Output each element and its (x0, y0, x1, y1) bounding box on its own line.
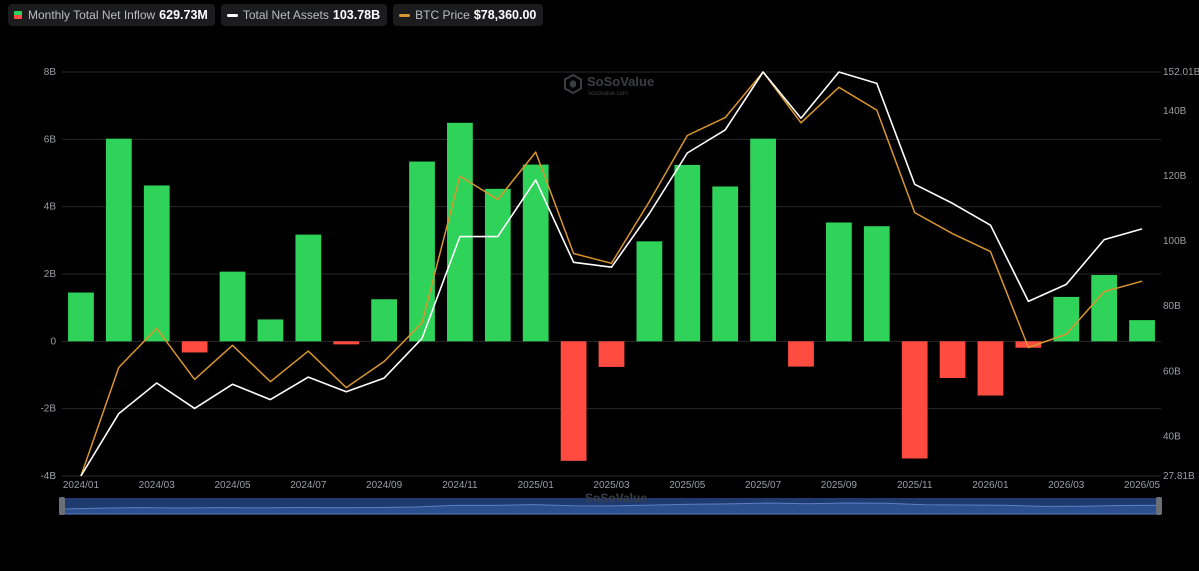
legend-item-btc-price[interactable]: BTC Price $78,360.00 (393, 4, 544, 26)
y-right-tick-label: 60B (1163, 366, 1181, 377)
x-tick-label: 2025/01 (518, 480, 555, 491)
y-right-tick-label: 152.01B (1163, 67, 1199, 78)
legend-label-net-assets: Total Net Assets (242, 8, 329, 22)
legend-label-net-inflow: Monthly Total Net Inflow (28, 8, 156, 22)
x-tick-label: 2024/07 (290, 480, 327, 491)
y-right-tick-label: 40B (1163, 431, 1181, 442)
line-swatch-icon (399, 13, 411, 17)
bar-swatch-icon (14, 11, 22, 19)
sosovalue-logo-icon (564, 73, 582, 95)
x-tick-label: 2025/11 (897, 480, 933, 491)
watermark: SoSoValue sosovalue.com (564, 73, 654, 97)
total-net-assets-line (80, 71, 1143, 477)
y-left-tick-label: 6B (44, 134, 57, 145)
x-tick-label: 2024/09 (366, 480, 403, 491)
x-tick-label: 2024/01 (63, 480, 100, 491)
navigator-left-handle[interactable] (59, 497, 65, 515)
x-tick-label: 2024/11 (442, 480, 478, 491)
inflow-bar (560, 341, 587, 461)
y-left-tick-label: 0 (50, 336, 56, 347)
legend-item-net-inflow[interactable]: Monthly Total Net Inflow 629.73M (8, 4, 215, 26)
inflow-bar (825, 222, 852, 342)
legend-item-net-assets[interactable]: Total Net Assets 103.78B (220, 4, 388, 26)
legend-value-net-assets: 103.78B (332, 8, 381, 22)
y-left-tick-label: -4B (40, 471, 56, 482)
watermark-brand: SoSoValue (587, 74, 654, 89)
inflow-bar (674, 164, 701, 342)
inflow-bar (409, 161, 435, 342)
inflow-bar (371, 299, 398, 342)
inflow-bar (295, 234, 322, 342)
line-swatch-icon (226, 13, 238, 17)
x-tick-label: 2025/07 (745, 480, 782, 491)
x-tick-label: 2026/01 (972, 480, 1009, 491)
y-right-tick-label: 27.81B (1163, 471, 1195, 482)
inflow-bar (484, 188, 511, 342)
inflow-bar (636, 241, 663, 342)
y-right-tick-label: 100B (1163, 236, 1187, 247)
x-tick-label: 2026/05 (1124, 480, 1161, 491)
x-axis: 2024/01 2024/03 2024/05 2024/07 2024/09 2024/… (63, 480, 1161, 491)
watermark-site: sosovalue.com (588, 91, 628, 97)
navigator-watermark: SoSoValue (585, 491, 647, 505)
inflow-bar (333, 341, 360, 345)
legend-label-btc-price: BTC Price (415, 8, 470, 22)
bars-layer (68, 122, 1155, 461)
x-tick-label: 2026/03 (1048, 480, 1085, 491)
inflow-bar (219, 271, 246, 342)
inflow-bar (750, 138, 776, 342)
inflow-bar (863, 226, 890, 342)
navigator-series-area (62, 502, 1161, 515)
y-left-tick-label: 2B (44, 269, 57, 280)
inflow-bar (447, 122, 473, 342)
inflow-bar (105, 138, 132, 342)
inflow-bar (68, 292, 94, 342)
legend-value-btc-price: $78,360.00 (473, 8, 537, 22)
inflow-bar (522, 164, 549, 342)
inflow-bar (1129, 320, 1155, 342)
legend-value-net-inflow: 629.73M (159, 8, 208, 22)
left-axis: 8B 6B 4B 2B 0 -2B -4B (40, 67, 56, 482)
inflow-bar (977, 341, 1004, 396)
x-tick-label: 2024/05 (214, 480, 251, 491)
navigator-right-handle[interactable] (1156, 497, 1162, 515)
inflow-bar (143, 185, 170, 342)
inflow-bar (788, 341, 814, 367)
right-axis: 152.01B 140B 120B 100B 80B 60B 40B 27.81B (1163, 67, 1199, 482)
y-right-tick-label: 80B (1163, 301, 1181, 312)
y-left-tick-label: 4B (44, 202, 57, 213)
inflow-bar (181, 341, 208, 353)
inflow-bar (939, 341, 966, 379)
y-right-tick-label: 140B (1163, 106, 1187, 117)
inflow-bar (598, 341, 625, 367)
btc-price-line (80, 71, 1143, 477)
range-navigator[interactable]: SoSoValue (59, 491, 1162, 515)
y-left-tick-label: 8B (44, 67, 57, 78)
lines-layer (80, 71, 1143, 477)
inflow-bar (901, 341, 928, 459)
inflow-bar (257, 319, 284, 342)
legend: Monthly Total Net Inflow 629.73M Total N… (8, 4, 544, 26)
x-tick-label: 2025/05 (669, 480, 706, 491)
y-left-tick-label: -2B (40, 404, 56, 415)
inflow-bar (712, 186, 739, 342)
inflow-bar (1091, 275, 1118, 342)
x-tick-label: 2025/09 (821, 480, 858, 491)
x-tick-label: 2024/03 (139, 480, 176, 491)
inflow-bar (1015, 341, 1042, 348)
y-right-tick-label: 120B (1163, 171, 1187, 182)
x-tick-label: 2025/03 (593, 480, 630, 491)
